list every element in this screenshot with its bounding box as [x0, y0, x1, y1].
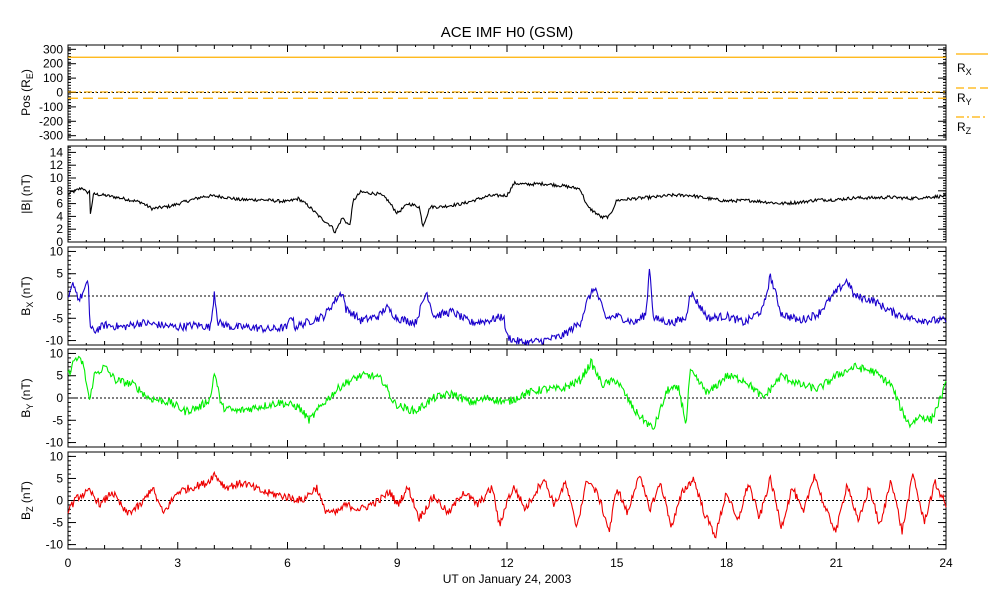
y-tick-label: 2: [56, 222, 63, 236]
y-tick-label: 14: [50, 145, 64, 159]
y-tick-label: 8: [56, 184, 63, 198]
series-BY: [67, 355, 947, 430]
legend-label-RZ: RZ: [957, 120, 972, 136]
y-tick-label: 100: [43, 71, 63, 85]
y-tick-label: -10: [46, 538, 64, 552]
y-tick-label: -10: [46, 436, 64, 450]
panel-Bz: -10 -5 0 5 10 BZ (nT): [19, 449, 947, 552]
y-tick-label: 10: [50, 346, 64, 360]
y-tick-label: -100: [39, 100, 63, 114]
x-tick-label: 6: [284, 556, 291, 570]
y-tick-label: -200: [39, 114, 63, 128]
x-tick-label: 18: [720, 556, 734, 570]
y-tick-label: -300: [39, 129, 63, 143]
panel-frame: [67, 246, 947, 346]
y-tick-label: 0: [56, 391, 63, 405]
y-tick-label: 0: [56, 289, 63, 303]
position-legend: RX RY RZ: [956, 53, 988, 136]
x-tick-label: 9: [394, 556, 401, 570]
y-tick-label: 10: [50, 449, 64, 463]
y-tick-label: 10: [50, 244, 64, 258]
x-axis-label: UT on January 24, 2003: [443, 572, 572, 586]
panel-frame: [67, 348, 947, 448]
y-tick-label: -5: [52, 413, 63, 427]
y-axis-label: BX (nT): [19, 276, 35, 315]
y-axis-label: Pos (RE): [19, 69, 35, 116]
y-tick-label: 4: [56, 209, 63, 223]
y-tick-label: 200: [43, 57, 63, 71]
x-tick-label: 12: [500, 556, 514, 570]
x-tick-label: 24: [939, 556, 953, 570]
x-tick-label: 15: [610, 556, 624, 570]
y-tick-label: 0: [56, 235, 63, 249]
y-tick-label: 5: [56, 267, 63, 281]
y-tick-label: 5: [56, 471, 63, 485]
y-tick-label: -10: [46, 334, 64, 348]
y-tick-label: -5: [52, 311, 63, 325]
chart-title: ACE IMF H0 (GSM): [441, 24, 574, 41]
x-tick-label: 3: [174, 556, 181, 570]
y-tick-label: 0: [56, 86, 63, 100]
y-tick-label: 5: [56, 369, 63, 383]
panel-By: -10 -5 0 5 10 BY (nT): [19, 346, 947, 450]
y-tick-label: 6: [56, 197, 63, 211]
x-tick-label: 21: [830, 556, 844, 570]
y-axis-label: |B| (nT): [19, 174, 33, 214]
y-tick-label: 10: [50, 171, 64, 185]
series-BZ: [67, 470, 947, 539]
series-BX: [67, 268, 947, 347]
y-tick-label: 12: [50, 158, 64, 172]
legend-label-RX: RX: [957, 61, 972, 77]
legend-label-RY: RY: [957, 91, 972, 107]
y-tick-label: -5: [52, 516, 63, 530]
y-axis-label: BY (nT): [19, 378, 35, 417]
panel-Bx: -10 -5 0 5 10 BX (nT): [19, 244, 947, 348]
panel-frame: [67, 145, 947, 243]
x-tick-label: 0: [65, 556, 72, 570]
y-tick-label: 300: [43, 42, 63, 56]
y-axis-label: BZ (nT): [19, 481, 35, 520]
y-tick-label: 0: [56, 494, 63, 508]
series-B: [67, 180, 947, 234]
